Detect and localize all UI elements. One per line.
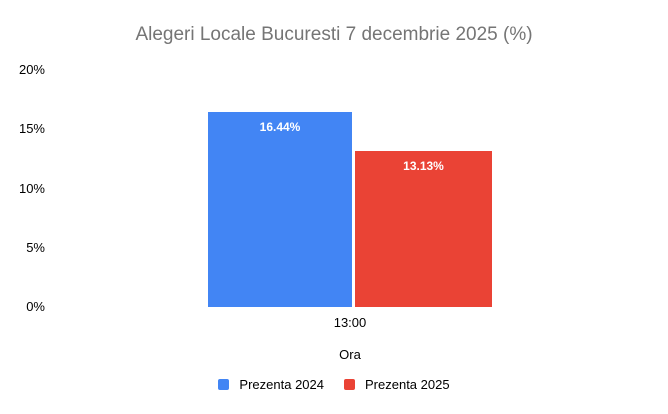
bar-value-label: 13.13% xyxy=(403,159,444,174)
y-tick-label: 15% xyxy=(18,121,45,137)
bar-prezenta-2024[interactable]: 16.44% xyxy=(208,112,352,307)
bar-value-label: 16.44% xyxy=(259,120,301,135)
legend-label: Prezenta 2025 xyxy=(365,377,450,392)
plot-area: 16.44% 13.13% xyxy=(0,70,668,307)
legend-swatch-red-icon xyxy=(344,379,355,390)
legend: Prezenta 2024 Prezenta 2025 xyxy=(0,377,668,392)
x-tick-label: 13:00 xyxy=(333,315,367,330)
y-tick-label: 0% xyxy=(26,299,45,314)
bar-prezenta-2025[interactable]: 13.13% xyxy=(355,151,492,307)
legend-item-prezenta-2024[interactable]: Prezenta 2024 xyxy=(218,377,324,392)
legend-swatch-blue-icon xyxy=(218,379,230,390)
chart-title: Alegeri Locale Bucuresti 7 decembrie 202… xyxy=(135,24,533,45)
y-tick-label: 5% xyxy=(26,239,45,255)
x-axis-title: Ora xyxy=(339,347,361,362)
y-tick-label: 10% xyxy=(18,180,45,196)
y-axis: 0% 5% 10% 15% 20% xyxy=(0,62,45,314)
legend-label: Prezenta 2024 xyxy=(239,377,324,392)
y-tick-label: 20% xyxy=(18,62,45,77)
legend-item-prezenta-2025[interactable]: Prezenta 2025 xyxy=(344,377,450,392)
